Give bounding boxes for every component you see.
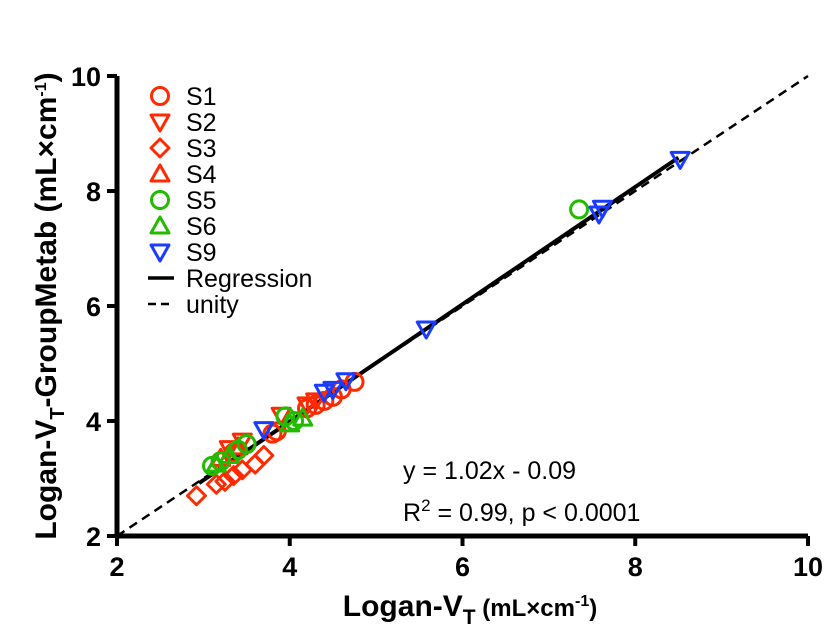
series-s3: [185, 445, 275, 507]
data-point: [669, 150, 691, 170]
data-point: [569, 199, 590, 220]
data-point: [415, 320, 437, 340]
legend-label-s3: S3: [186, 135, 217, 163]
data-points: [185, 150, 691, 507]
axes: [107, 74, 810, 546]
data-point: [223, 465, 245, 487]
legend-marker-s6: [149, 215, 171, 235]
data-point: [322, 380, 344, 400]
x-tick-label: 4: [282, 552, 297, 582]
y-tick-label: 6: [86, 292, 101, 322]
legend-label-s4: S4: [186, 161, 217, 189]
legend-label-s1: S1: [186, 83, 217, 111]
legend-marker-s5: [150, 190, 170, 210]
data-point: [253, 421, 275, 441]
y-axis-title: Logan-VT-GroupMetab (mL×cm-1): [30, 72, 69, 539]
legend-label-s5: S5: [186, 187, 217, 215]
data-point: [205, 473, 227, 495]
data-point: [296, 396, 318, 416]
legend-marker-s3: [149, 137, 171, 159]
equation-annotation: y = 1.02x - 0.09: [403, 457, 576, 485]
x-tick-label: 2: [109, 552, 124, 582]
series-s6: [205, 407, 314, 473]
data-point: [305, 392, 327, 412]
legend-label-regression: Regression: [186, 265, 312, 293]
legend-marker-s4: [149, 163, 171, 183]
y-tick-label: 2: [86, 522, 101, 552]
y-tick-label: 10: [71, 62, 101, 92]
y-tick-label: 4: [86, 407, 101, 437]
legend-marker-s2: [149, 113, 171, 133]
legend-label-s2: S2: [186, 109, 217, 137]
y-tick-label: 8: [86, 177, 101, 207]
legend-label-s9: S9: [186, 239, 217, 267]
data-point: [591, 199, 613, 219]
data-point: [292, 407, 314, 427]
data-point: [218, 445, 240, 464]
legend-label-s6: S6: [186, 213, 217, 241]
x-tick-label: 10: [793, 552, 823, 582]
x-tick-label: 6: [455, 552, 470, 582]
data-point: [218, 440, 240, 460]
data-point: [185, 485, 207, 507]
r-squared-annotation: R2 = 0.99, p < 0.0001: [403, 496, 640, 527]
data-point: [214, 470, 236, 492]
data-point: [227, 436, 249, 456]
legend-marker-s9: [149, 243, 171, 263]
x-tick-label: 8: [628, 552, 643, 582]
x-axis-title: Logan-VT (mL×cm-1): [343, 590, 597, 629]
series-s9: [253, 150, 691, 441]
data-point: [236, 434, 257, 454]
legend-label-unity: unity: [186, 291, 239, 319]
data-point: [335, 372, 357, 392]
legend-marker-s1: [150, 86, 170, 106]
tick-labels: 2 4 6 8 10 2 4 6 8 10: [71, 62, 823, 582]
data-point: [253, 445, 275, 466]
